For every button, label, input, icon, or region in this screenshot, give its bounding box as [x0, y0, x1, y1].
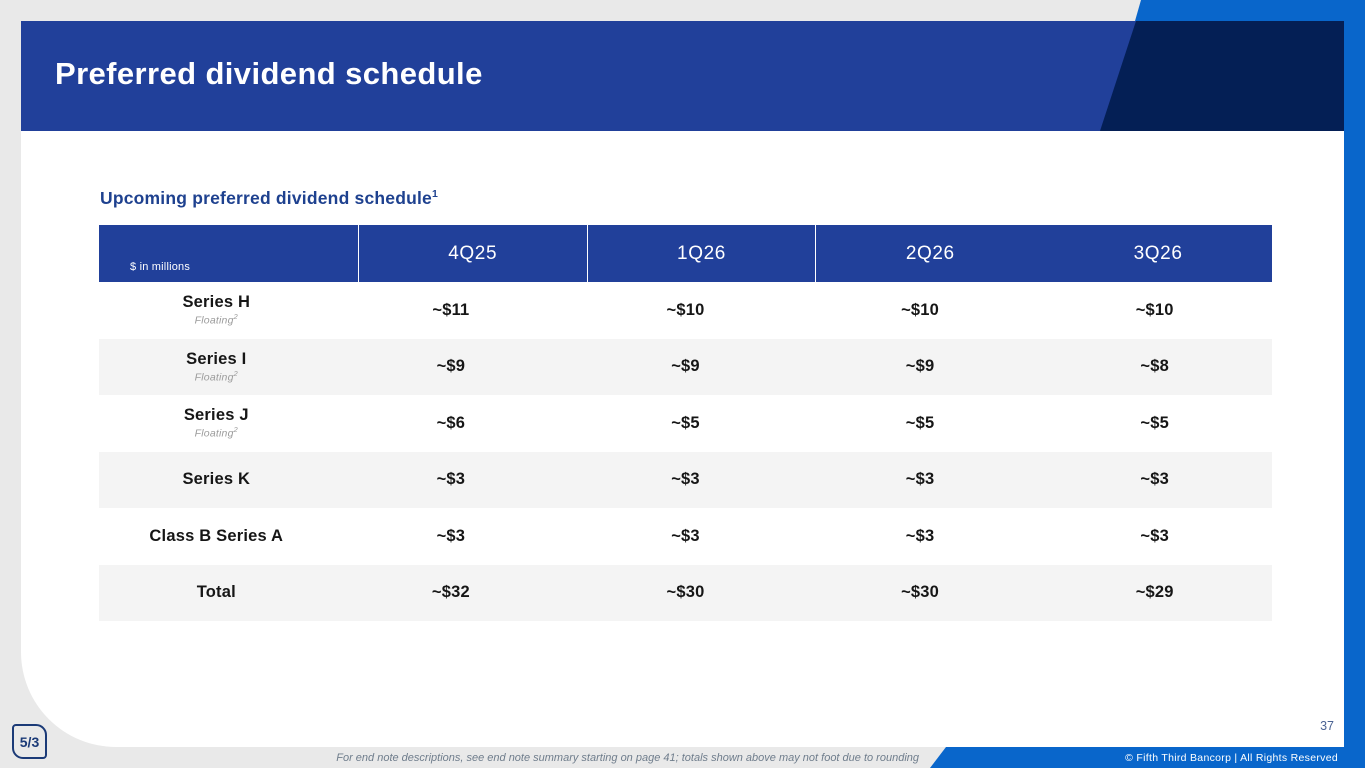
value-cell: ~$10: [666, 300, 705, 319]
series-label: Class B Series A: [149, 526, 284, 545]
table-row-total: Total ~$32 ~$30 ~$30 ~$29: [99, 564, 1272, 622]
value-cell: ~$3: [436, 526, 466, 545]
table-row-class-b-series-a: Class B Series A ~$3 ~$3 ~$3 ~$3: [99, 508, 1272, 565]
series-label: Series I: [186, 349, 247, 368]
series-label-cell: Series J Floating2: [99, 395, 334, 452]
value-cell: ~$10: [901, 300, 940, 319]
series-label-cell: Series H Floating2: [99, 282, 334, 339]
navy-accent-shape: [1100, 21, 1344, 131]
value-cell: ~$5: [905, 413, 935, 432]
series-label-cell: Series K: [99, 452, 334, 509]
value-cell: ~$9: [671, 357, 700, 376]
value-cell: ~$3: [905, 470, 935, 489]
column-header-4q25: 4Q25: [359, 225, 588, 282]
value-cell: ~$5: [671, 413, 700, 432]
table-row-series-k: Series K ~$3 ~$3 ~$3 ~$3: [99, 451, 1272, 509]
fifth-third-logo-icon: 5/3: [12, 724, 47, 759]
value-cell: ~$8: [1140, 357, 1169, 376]
series-label-cell: Series I Floating2: [99, 339, 334, 396]
value-cell: ~$30: [666, 583, 705, 602]
page-number: 37: [1320, 719, 1334, 733]
table-row-series-i: Series I Floating2 ~$9 ~$9 ~$9 ~$8: [99, 338, 1272, 396]
series-sublabel: Floating2: [194, 312, 238, 327]
value-cell: ~$9: [436, 357, 466, 376]
total-label: Total: [196, 583, 236, 602]
value-cell: ~$3: [671, 526, 700, 545]
value-cell: ~$29: [1135, 583, 1174, 602]
value-cell: ~$3: [905, 526, 935, 545]
value-cell: ~$5: [1140, 413, 1169, 432]
series-sublabel: Floating2: [194, 368, 238, 384]
series-label: Series H: [182, 293, 251, 312]
page-title: Preferred dividend schedule: [55, 56, 483, 91]
section-heading-text: Upcoming preferred dividend schedule: [100, 188, 432, 208]
value-cell: ~$9: [905, 357, 935, 376]
column-header-2q26: 2Q26: [905, 242, 955, 264]
value-cell: ~$3: [1140, 470, 1169, 489]
value-cell: ~$10: [1135, 300, 1174, 319]
copyright-bar: © Fifth Third Bancorp | All Rights Reser…: [930, 747, 1365, 768]
section-heading-footnote-ref: 1: [431, 188, 439, 201]
right-edge-stripe: [1344, 0, 1365, 768]
dividend-schedule-table: $ in millions 4Q25 1Q26 2Q26 3Q26 Series…: [99, 225, 1272, 621]
value-cell: ~$11: [432, 300, 470, 319]
value-cell: ~$30: [901, 583, 940, 602]
table-row-series-h: Series H Floating2 ~$11 ~$10 ~$10 ~$10: [99, 282, 1272, 339]
blue-accent-shape: [1135, 0, 1365, 21]
column-header-1q26: 1Q26: [588, 225, 817, 282]
copyright-text: © Fifth Third Bancorp | All Rights Reser…: [1125, 751, 1338, 764]
section-heading: Upcoming preferred dividend schedule1: [100, 188, 438, 209]
value-cell: ~$3: [1140, 526, 1169, 545]
table-header-row: $ in millions 4Q25 1Q26 2Q26 3Q26: [99, 225, 1272, 282]
series-sublabel: Floating2: [194, 425, 238, 440]
value-cell: ~$3: [436, 470, 466, 489]
series-label: Series K: [182, 470, 251, 489]
series-label-cell: Total: [99, 565, 334, 622]
series-label-cell: Class B Series A: [99, 508, 334, 565]
table-corner-label: $ in millions: [99, 225, 359, 282]
column-header-3q26: 3Q26: [1133, 242, 1183, 264]
value-cell: ~$6: [436, 413, 466, 432]
series-label: Series J: [183, 406, 249, 425]
value-cell: ~$3: [671, 470, 700, 489]
table-row-series-j: Series J Floating2 ~$6 ~$5 ~$5 ~$5: [99, 395, 1272, 452]
endnote-footnote: For end note descriptions, see end note …: [336, 751, 919, 764]
value-cell: ~$32: [431, 583, 470, 602]
